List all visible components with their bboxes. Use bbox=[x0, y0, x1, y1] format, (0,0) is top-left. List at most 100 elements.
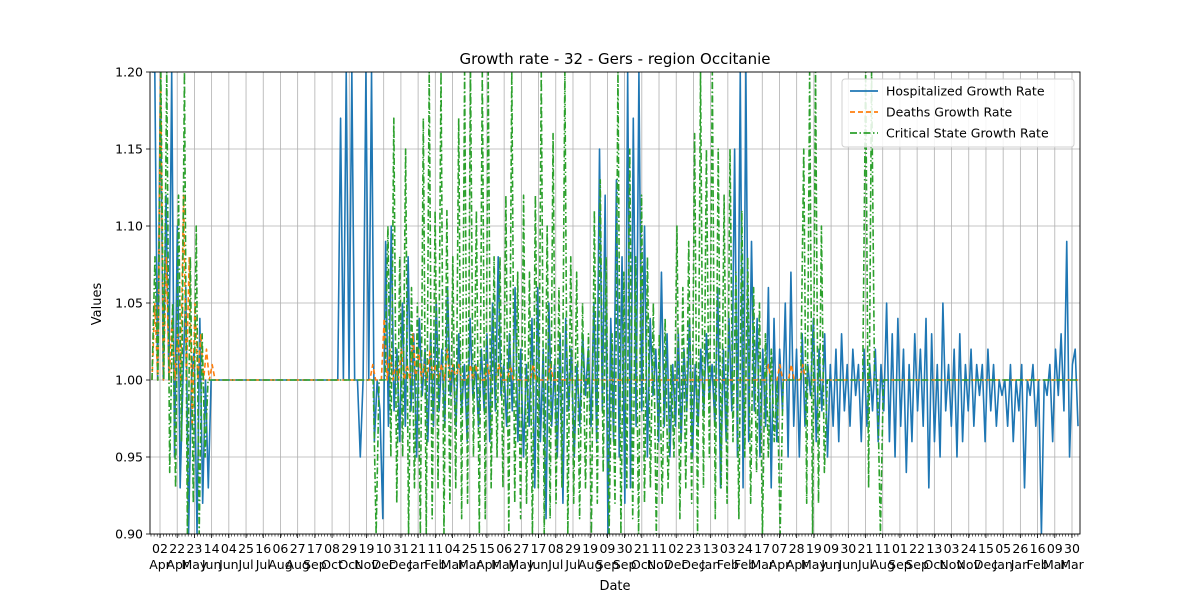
x-tick-day-label: 31 bbox=[393, 541, 409, 556]
x-tick-day-label: 19 bbox=[359, 541, 375, 556]
x-tick-month-label: Dec bbox=[664, 557, 688, 572]
x-tick-day-label: 17 bbox=[531, 541, 547, 556]
x-tick-month-label: Jun bbox=[838, 557, 859, 572]
legend-label: Hospitalized Growth Rate bbox=[886, 84, 1045, 99]
x-tick-day-label: 03 bbox=[720, 541, 736, 556]
x-tick-month-label: Aug bbox=[871, 557, 895, 572]
x-tick-day-label: 13 bbox=[926, 541, 942, 556]
x-tick-month-label: Feb bbox=[424, 557, 446, 572]
x-tick-month-label: Mar bbox=[1060, 557, 1084, 572]
x-tick-month-label: Jul bbox=[564, 557, 580, 572]
x-tick-month-label: Jun bbox=[820, 557, 841, 572]
x-tick-day-label: 02 bbox=[152, 541, 168, 556]
x-tick-month-label: Apr bbox=[786, 557, 808, 572]
x-tick-day-label: 28 bbox=[789, 541, 805, 556]
x-tick-day-label: 09 bbox=[599, 541, 615, 556]
y-tick-label: 1.15 bbox=[115, 142, 143, 157]
x-tick-day-label: 27 bbox=[513, 541, 529, 556]
legend-box bbox=[841, 78, 1075, 148]
x-tick-day-label: 25 bbox=[462, 541, 478, 556]
x-tick-day-label: 06 bbox=[496, 541, 512, 556]
x-tick-day-label: 21 bbox=[858, 541, 874, 556]
x-tick-month-label: Feb bbox=[734, 557, 756, 572]
y-tick-label: 1.20 bbox=[115, 65, 143, 80]
legend: Hospitalized Growth Rate Deaths Growth Ra… bbox=[841, 78, 1075, 148]
x-tick-month-label: Mar bbox=[750, 557, 774, 572]
x-tick-day-label: 06 bbox=[272, 541, 288, 556]
x-tick-day-label: 17 bbox=[307, 541, 323, 556]
x-tick-day-label: 17 bbox=[754, 541, 770, 556]
x-tick-month-label: Jan bbox=[993, 557, 1013, 572]
x-tick-day-label: 04 bbox=[221, 541, 237, 556]
x-tick-day-label: 21 bbox=[410, 541, 426, 556]
x-tick-day-label: 09 bbox=[823, 541, 839, 556]
x-tick-day-label: 08 bbox=[324, 541, 340, 556]
x-tick-day-label: 11 bbox=[651, 541, 667, 556]
x-tick-month-label: Aug bbox=[268, 557, 292, 572]
x-tick-day-label: 10 bbox=[376, 541, 392, 556]
x-tick-month-label: Jul bbox=[857, 557, 873, 572]
x-tick-day-label: 30 bbox=[1064, 541, 1080, 556]
x-tick-day-label: 14 bbox=[204, 541, 220, 556]
x-tick-day-label: 24 bbox=[961, 541, 977, 556]
x-tick-month-label: Feb bbox=[717, 557, 739, 572]
x-tick-month-label: Apr bbox=[476, 557, 498, 572]
x-tick-day-label: 08 bbox=[548, 541, 564, 556]
x-tick-month-label: Nov bbox=[957, 557, 982, 572]
x-tick-month-label: Jan bbox=[1010, 557, 1030, 572]
x-tick-day-label: 11 bbox=[427, 541, 443, 556]
x-tick-day-label: 30 bbox=[840, 541, 856, 556]
x-tick-day-label: 13 bbox=[703, 541, 719, 556]
y-tick-label: 0.95 bbox=[115, 450, 143, 465]
x-tick-month-label: Aug bbox=[285, 557, 309, 572]
x-tick-month-label: Oct bbox=[321, 557, 343, 572]
x-tick-month-label: Dec bbox=[681, 557, 705, 572]
x-tick-month-label: Sep bbox=[905, 557, 929, 572]
x-tick-month-label: Sep bbox=[888, 557, 912, 572]
x-tick-month-label: Jun bbox=[528, 557, 549, 572]
x-tick-month-label: Nov bbox=[647, 557, 672, 572]
x-tick-month-label: Mar bbox=[458, 557, 482, 572]
series-lines bbox=[151, 72, 1079, 534]
x-tick-month-label: Dec bbox=[974, 557, 998, 572]
x-tick-day-label: 24 bbox=[737, 541, 753, 556]
x-tick-day-label: 27 bbox=[290, 541, 306, 556]
x-tick-month-label: Nov bbox=[939, 557, 964, 572]
x-tick-day-label: 01 bbox=[892, 541, 908, 556]
plot-frame bbox=[149, 71, 1081, 535]
x-tick-month-label: Mar bbox=[1043, 557, 1067, 572]
series-line-critical-state-growth-rate bbox=[151, 72, 1078, 534]
x-tick-day-label: 29 bbox=[565, 541, 581, 556]
x-tick-day-label: 29 bbox=[341, 541, 357, 556]
x-tick-month-label: Nov bbox=[354, 557, 379, 572]
grid bbox=[150, 71, 1080, 535]
x-tick-month-label: Apr bbox=[166, 557, 188, 572]
legend-label: Critical State Growth Rate bbox=[886, 126, 1049, 141]
y-axis-label: Values bbox=[90, 283, 105, 326]
chart-title: Growth rate - 32 - Gers - region Occitan… bbox=[460, 50, 771, 68]
x-tick-month-label: Aug bbox=[578, 557, 602, 572]
x-tick-month-label: Jul bbox=[255, 557, 271, 572]
x-tick-day-label: 03 bbox=[944, 541, 960, 556]
x-tick-month-label: Oct bbox=[631, 557, 653, 572]
x-tick-month-label: Dec bbox=[389, 557, 413, 572]
x-tick-day-label: 26 bbox=[1012, 541, 1028, 556]
x-tick-month-label: Jul bbox=[547, 557, 563, 572]
x-tick-month-label: Apr bbox=[149, 557, 171, 572]
x-tick-month-label: Jul bbox=[237, 557, 253, 572]
x-tick-day-label: 22 bbox=[909, 541, 925, 556]
x-tick-month-label: Oct bbox=[924, 557, 946, 572]
y-tick-label: 1.05 bbox=[115, 296, 143, 311]
x-tick-month-label: Dec bbox=[372, 557, 396, 572]
x-tick-day-label: 21 bbox=[634, 541, 650, 556]
x-tick-day-label: 16 bbox=[1030, 541, 1046, 556]
x-tick-month-label: May bbox=[491, 557, 517, 572]
x-tick-month-label: Apr bbox=[769, 557, 791, 572]
x-tick-month-label: Jun bbox=[201, 557, 222, 572]
x-tick-day-label: 15 bbox=[479, 541, 495, 556]
x-tick-day-label: 16 bbox=[255, 541, 271, 556]
y-tick-label: 1.00 bbox=[115, 373, 143, 388]
x-tick-day-label: 07 bbox=[772, 541, 788, 556]
